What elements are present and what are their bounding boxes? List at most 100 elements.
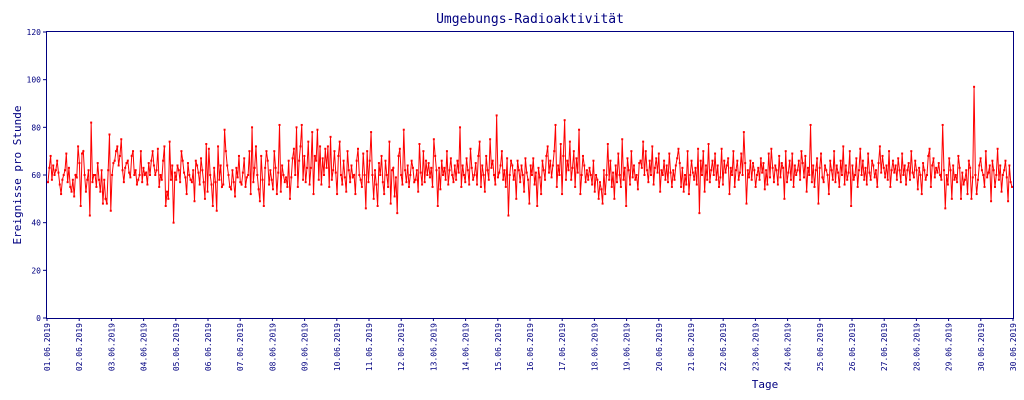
data-point xyxy=(791,152,794,155)
data-point xyxy=(468,183,471,186)
data-point xyxy=(64,169,66,172)
data-point xyxy=(563,119,566,122)
data-point xyxy=(96,162,99,165)
data-point xyxy=(190,181,193,184)
x-tick-label: 17.06.2019 xyxy=(558,323,567,371)
data-point xyxy=(527,178,530,181)
data-point xyxy=(622,178,625,181)
data-point xyxy=(946,183,949,186)
data-point xyxy=(376,204,379,207)
data-point xyxy=(907,162,910,165)
data-point xyxy=(351,176,354,179)
chart-title: Umgebungs-Radioaktivität xyxy=(436,12,624,27)
data-point xyxy=(545,154,548,157)
y-tick-label: 20 xyxy=(31,266,41,275)
data-point xyxy=(266,159,269,162)
data-point xyxy=(189,178,192,181)
data-point xyxy=(558,174,561,176)
data-point xyxy=(287,159,290,162)
data-point xyxy=(155,169,158,172)
data-point xyxy=(417,190,420,193)
data-point xyxy=(243,157,246,160)
data-point xyxy=(585,169,588,172)
x-tick-label: 05.06.2019 xyxy=(172,323,181,371)
data-point xyxy=(681,166,684,169)
data-point xyxy=(911,171,914,174)
data-point xyxy=(248,150,251,153)
data-point xyxy=(928,147,931,150)
data-point xyxy=(184,176,187,179)
data-point xyxy=(967,159,970,162)
data-point xyxy=(281,164,284,167)
data-point xyxy=(822,181,825,184)
data-point xyxy=(897,157,900,160)
data-point xyxy=(517,169,520,172)
data-point xyxy=(986,176,989,179)
data-point xyxy=(529,164,532,167)
data-point xyxy=(150,159,153,162)
data-point xyxy=(723,159,726,162)
data-point xyxy=(813,185,816,188)
data-point xyxy=(292,147,295,150)
data-point xyxy=(295,126,298,129)
data-point xyxy=(852,178,855,181)
data-point xyxy=(483,190,486,193)
data-point xyxy=(206,190,209,193)
data-point xyxy=(763,188,766,191)
data-point xyxy=(419,171,422,174)
data-point xyxy=(84,190,87,193)
data-point xyxy=(442,174,445,176)
data-point xyxy=(826,174,829,176)
data-point xyxy=(197,171,200,174)
data-point xyxy=(413,181,416,184)
data-point xyxy=(957,154,960,157)
data-point xyxy=(1001,174,1004,176)
data-point xyxy=(562,154,565,157)
data-point xyxy=(817,202,820,205)
data-point xyxy=(649,174,652,176)
data-point xyxy=(851,164,854,167)
data-point xyxy=(971,176,974,179)
data-point xyxy=(727,157,730,160)
data-point xyxy=(511,164,514,167)
data-point xyxy=(753,169,756,172)
data-point xyxy=(838,185,841,188)
data-point xyxy=(707,143,710,146)
data-point xyxy=(359,178,362,181)
data-point xyxy=(322,174,325,176)
data-point xyxy=(895,178,898,181)
data-point xyxy=(627,169,630,172)
data-point xyxy=(589,174,592,176)
data-point xyxy=(1005,176,1008,179)
data-point xyxy=(669,171,672,174)
data-point xyxy=(329,135,332,138)
data-point xyxy=(523,190,526,193)
data-point xyxy=(787,171,790,174)
data-point xyxy=(568,140,571,143)
data-point xyxy=(53,174,56,176)
data-point xyxy=(918,166,921,169)
data-point xyxy=(1011,185,1013,188)
data-point xyxy=(394,176,397,179)
data-point xyxy=(346,150,349,153)
data-point xyxy=(434,154,437,157)
data-point xyxy=(159,174,162,176)
data-point xyxy=(774,164,777,167)
data-point xyxy=(186,162,189,165)
data-point xyxy=(600,188,603,191)
data-point xyxy=(729,166,732,169)
data-point xyxy=(448,169,451,172)
data-point xyxy=(345,190,348,193)
data-point xyxy=(98,178,101,181)
x-tick-label: 23.06.2019 xyxy=(751,323,760,371)
data-point xyxy=(916,188,919,191)
data-point xyxy=(460,185,463,188)
x-tick-label: 14.06.2019 xyxy=(462,323,471,371)
data-point xyxy=(902,174,905,176)
data-point xyxy=(309,166,312,169)
data-point xyxy=(313,154,316,157)
series-events-per-hour xyxy=(47,85,1013,224)
data-point xyxy=(175,178,178,181)
data-point xyxy=(65,152,68,155)
data-point xyxy=(623,166,626,169)
